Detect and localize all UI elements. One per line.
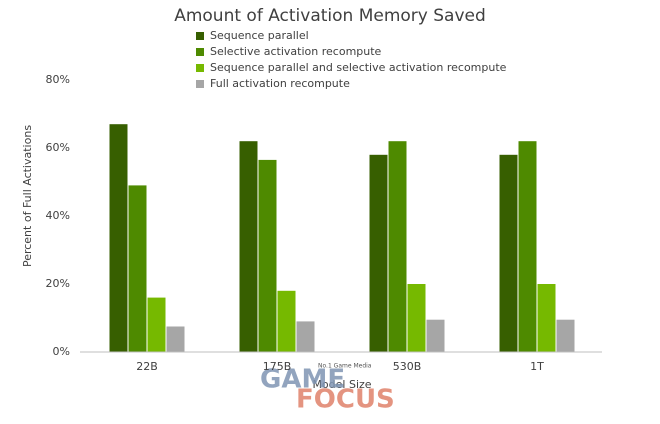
watermark: No.1 Game Media GAME FOCUS (260, 363, 395, 415)
bar (239, 141, 258, 352)
bar (277, 290, 296, 352)
legend-swatch (196, 32, 204, 40)
legend-label: Full activation recompute (210, 77, 350, 90)
bar (556, 319, 575, 352)
bar (499, 154, 518, 352)
y-tick-label: 60% (46, 141, 70, 154)
bar (147, 297, 166, 352)
bar (518, 141, 537, 352)
bar (388, 141, 407, 352)
legend-swatch (196, 48, 204, 56)
bar (128, 185, 147, 352)
chart-title: Amount of Activation Memory Saved (174, 6, 486, 26)
bar (369, 154, 388, 352)
y-tick-label: 40% (46, 209, 70, 222)
y-tick-label: 80% (46, 73, 70, 86)
legend-label: Sequence parallel (210, 29, 309, 42)
watermark-tagline: No.1 Game Media (318, 363, 372, 370)
y-tick-label: 20% (46, 277, 70, 290)
x-tick-label: 22B (136, 360, 158, 373)
bar (166, 326, 185, 352)
watermark-text: GAME (260, 365, 345, 395)
y-axis-label: Percent of Full Activations (21, 125, 34, 267)
legend-swatch (196, 80, 204, 88)
bar (109, 124, 128, 352)
bar (296, 321, 315, 352)
bar (426, 319, 445, 352)
legend-label: Sequence parallel and selective activati… (210, 61, 507, 74)
y-tick-label: 0% (53, 345, 70, 358)
bar (407, 284, 426, 352)
bar (258, 159, 277, 352)
x-tick-label: 1T (530, 360, 544, 373)
legend-swatch (196, 64, 204, 72)
x-axis-label: Model Size (312, 378, 371, 391)
x-tick-label: 530B (393, 360, 422, 373)
x-tick-label: 175B (263, 360, 292, 373)
watermark-text: FOCUS (296, 385, 395, 415)
bar (537, 284, 556, 352)
legend-label: Selective activation recompute (210, 45, 382, 58)
